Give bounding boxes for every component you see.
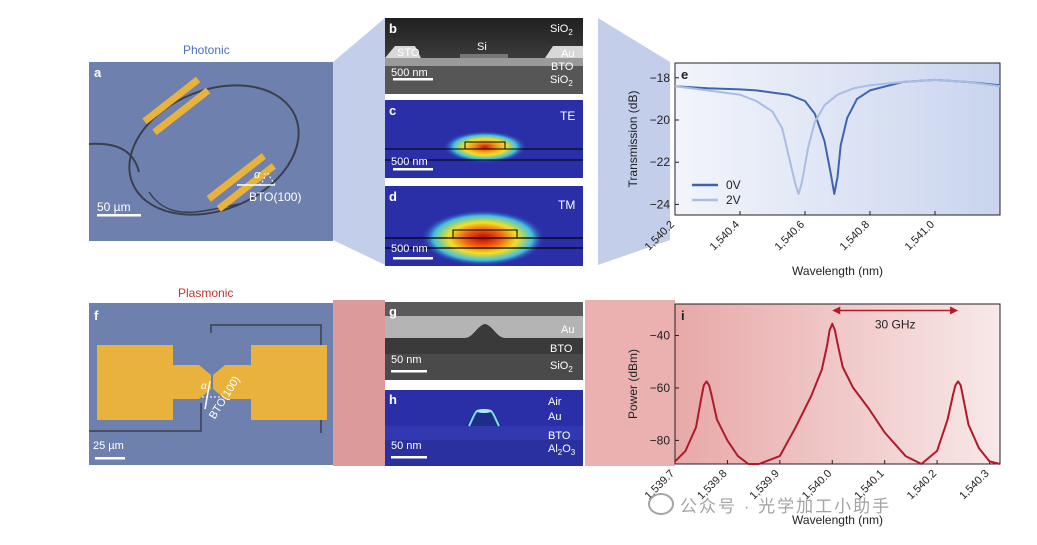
- panel-b-label: b: [389, 21, 397, 36]
- ring-resonator-image: [88, 76, 300, 217]
- panel-c-label: c: [389, 103, 397, 118]
- x-axis-label: Wavelength (nm): [792, 264, 883, 278]
- arrow-head-left: [832, 306, 841, 315]
- sio2-top-label: SiO2: [550, 23, 573, 38]
- x-tick-label: 1,540.2: [905, 468, 939, 502]
- au-label: Au: [548, 411, 562, 423]
- bto-label: BTO: [548, 430, 571, 442]
- panel-f-label: f: [94, 308, 99, 323]
- y-tick-label: −20: [650, 113, 671, 127]
- y-axis-label: Transmission (dB): [626, 91, 640, 188]
- scale-bar-label: 500 nm: [391, 67, 428, 79]
- y-axis-label: Power (dBm): [626, 349, 640, 419]
- plot-area: [674, 62, 1001, 216]
- te-mode-label: TE: [560, 109, 576, 123]
- x-tick-label: 1,540.8: [838, 219, 872, 253]
- x-axis-label: Wavelength (nm): [792, 513, 883, 527]
- panel-h-label: h: [389, 392, 397, 407]
- series-line-spectrum: [674, 322, 1001, 465]
- y-tick-label: −40: [650, 328, 671, 342]
- sio2-label: SiO2: [550, 360, 573, 375]
- x-tick-label: 1,541.0: [903, 219, 937, 253]
- bto-orientation-label: BTO(100): [249, 190, 302, 204]
- panel-a-label: a: [94, 65, 102, 80]
- plot-area: [674, 303, 1001, 465]
- legend-label-2v: 2V: [726, 193, 741, 207]
- panel-g-label: g: [389, 304, 397, 319]
- tm-mode-label: TM: [558, 198, 576, 212]
- panel-a-micrograph: a α BTO(100) 50 µm: [88, 62, 333, 241]
- y-tick-label: −80: [650, 433, 671, 447]
- panel-d-label: d: [389, 189, 397, 204]
- scale-bar-label: 50 nm: [391, 354, 422, 366]
- sio2-bottom-label: SiO2: [550, 74, 573, 89]
- plasmonic-electrodes: [97, 345, 327, 420]
- x-tick-label: 1,540.6: [773, 219, 807, 253]
- electrode-pair-top: [142, 76, 211, 136]
- scale-bar-label: 500 nm: [391, 243, 428, 255]
- plasmonic-title: Plasmonic: [178, 286, 234, 300]
- panel-i-spectrum-chart: −40−60−801,539.7 1,539.8 1,539.9 1,540.0 1,5…: [626, 303, 1001, 527]
- y-tick-label: −18: [650, 71, 671, 85]
- panel-b-cross-section: b STO Si SiO2 Au BTO SiO2 500 nm: [385, 18, 583, 94]
- al2o3-label: Al2O3: [548, 443, 576, 458]
- series-line-2v: [674, 78, 1001, 195]
- panel-e-label: e: [681, 67, 688, 82]
- arrow-head-right: [950, 306, 959, 315]
- panel-i-label: i: [681, 308, 685, 323]
- y-tick-label: −22: [650, 155, 671, 169]
- watermark: 公众号 · 光学加工小助手: [648, 492, 891, 517]
- panel-f-micrograph: f α BTO(100) 25 µm: [89, 303, 333, 465]
- air-label: Air: [548, 396, 562, 408]
- bto-label: BTO: [550, 343, 573, 355]
- x-tick-label: 1,540.2: [643, 219, 677, 253]
- angle-symbol: α: [201, 381, 207, 392]
- bto-label: BTO: [551, 61, 574, 73]
- panel-h-field-map: h Air Au BTO Al2O3 50 nm: [385, 390, 583, 466]
- angle-symbol: α: [254, 169, 261, 181]
- legend-label-0v: 0V: [726, 178, 741, 192]
- scale-bar-label: 50 nm: [391, 440, 422, 452]
- sto-label: STO: [397, 47, 420, 59]
- panel-d-tm-mode: d TM 500 nm: [385, 186, 583, 266]
- scale-bar-label: 25 µm: [93, 440, 124, 452]
- x-tick-label: 1,540.4: [708, 219, 742, 253]
- au-label: Au: [561, 324, 575, 336]
- au-label: Au: [561, 48, 575, 60]
- y-tick-label: −24: [650, 197, 671, 211]
- photonic-title: Photonic: [183, 43, 230, 57]
- panel-c-te-mode: c TE 500 nm: [385, 100, 583, 178]
- scale-bar-label: 50 µm: [97, 200, 131, 214]
- panel-g-cross-section: g Au BTO SiO2 50 nm: [385, 302, 583, 380]
- wechat-icon: [648, 493, 674, 515]
- scale-bar-label: 500 nm: [391, 156, 428, 168]
- panel-e-transmission-chart: −18 −20 −22 −24 1,540.2 1,540.4 1,540.6 1,540.8…: [626, 62, 1001, 278]
- electrode-pair-bottom: [206, 153, 277, 212]
- si-label: Si: [477, 41, 487, 53]
- annotation-label: 30 GHz: [875, 317, 916, 331]
- y-tick-label: −60: [650, 381, 671, 395]
- x-tick-label: 1,540.3: [957, 468, 991, 502]
